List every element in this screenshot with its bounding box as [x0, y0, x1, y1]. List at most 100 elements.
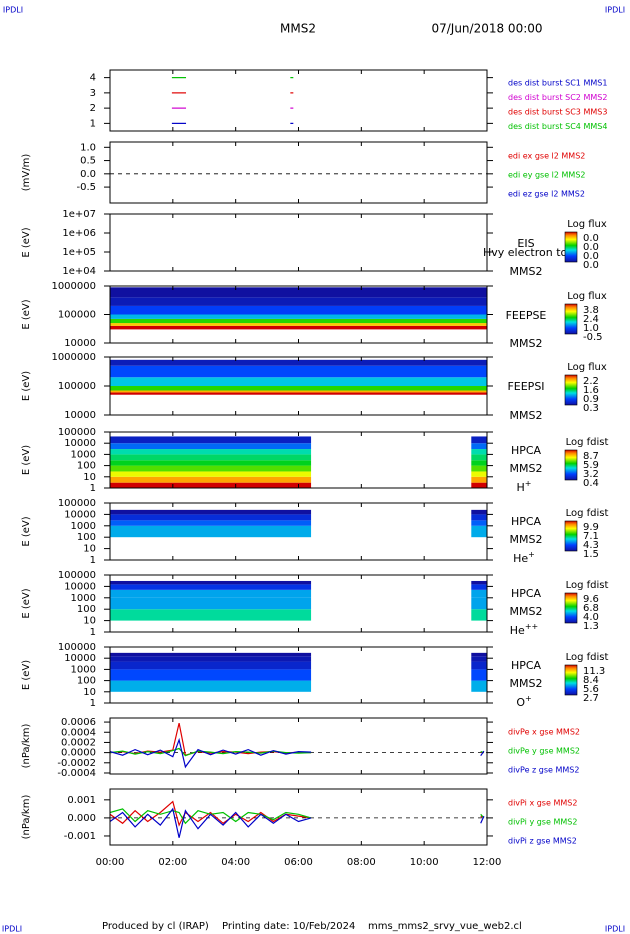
y-axis-label: E (eV) — [21, 588, 32, 618]
colorbar — [564, 231, 578, 263]
y-tick-label: 1 — [90, 555, 96, 566]
legend-label: divPi x gse MMS2 — [508, 799, 577, 808]
y-tick-label: 3 — [90, 88, 96, 99]
spectrogram-cell — [110, 580, 312, 585]
spectrogram-cell — [110, 652, 312, 657]
instrument-label: HPCA — [511, 515, 542, 528]
spectrogram-cell — [110, 318, 487, 324]
y-tick-label: 10 — [83, 544, 96, 555]
colorbar-tick-label: 11.3 — [583, 666, 605, 677]
plot-area — [110, 652, 487, 692]
y-tick-label: 1e+04 — [62, 266, 96, 277]
spectrogram-cell — [471, 584, 487, 590]
species-name: H — [517, 481, 525, 494]
x-tick-label: 12:00 — [473, 857, 502, 868]
spectrogram-cell — [110, 669, 312, 681]
y-tick-label: 10 — [83, 616, 96, 627]
y-axis-label: (nPa/km) — [21, 724, 32, 769]
spectrogram-cell — [110, 454, 312, 461]
spectrogram-cell — [471, 454, 487, 461]
spacecraft-label: MMS2 — [510, 533, 543, 546]
spectrogram-cell — [471, 520, 487, 526]
footer-date: Printing date: 10/Feb/2024 — [222, 921, 355, 932]
spectrogram-cell — [110, 386, 487, 391]
y-tick-label: 1000000 — [51, 281, 96, 292]
species-charge: + — [525, 479, 532, 488]
note-label: Hvy electron to — [483, 246, 568, 259]
spectrogram-cell — [471, 449, 487, 455]
y-tick-label: 1e+05 — [62, 247, 96, 258]
species-charge: + — [525, 694, 532, 703]
y-tick-label: 10 — [83, 472, 96, 483]
y-tick-label: 2 — [90, 103, 96, 114]
y-tick-label: 1e+07 — [62, 209, 96, 220]
spacecraft-label: MMS2 — [510, 265, 543, 278]
colorbar-tick-label: 3.8 — [583, 305, 599, 316]
colorbar-tick-label: 2.7 — [583, 693, 599, 704]
colorbar-tick-label: 8.4 — [583, 675, 599, 686]
panel: des dist burst SC1 MMS1 des dist burst SC… — [90, 69, 607, 132]
corner-logo: IPDLI — [3, 6, 23, 15]
corner-logo: IPDLI — [2, 925, 22, 934]
colorbar-tick-label: 7.1 — [583, 531, 599, 542]
colorbar — [564, 449, 578, 481]
colorbar — [564, 592, 578, 624]
colorbar-tick-label: 8.7 — [583, 451, 599, 462]
spectrogram-cell — [471, 436, 487, 444]
spectrogram-cell — [110, 460, 312, 466]
panel: divPe x gse MMS2 divPe y gse MMS2 divPe z … — [21, 717, 580, 779]
instrument-label: HPCA — [511, 659, 542, 672]
colorbar-tick-label: 3.2 — [583, 469, 599, 480]
y-tick-label: -0.0002 — [57, 758, 96, 769]
spectrogram-cell — [110, 297, 487, 306]
chart-title: MMS2 — [280, 22, 316, 36]
spectrogram-cell — [471, 465, 487, 472]
y-tick-label: 0.0000 — [61, 748, 96, 759]
spectrogram-cell — [110, 661, 312, 670]
spectrogram-cell — [471, 597, 487, 610]
colorbar-tick-label: 1.5 — [583, 549, 599, 560]
spectrogram-cell — [110, 359, 487, 366]
colorbar-label: Log flux — [567, 362, 607, 373]
spectrogram-cell — [110, 514, 312, 521]
data-line — [110, 807, 485, 838]
species-label: He+ — [513, 550, 535, 566]
y-tick-label: 1000 — [71, 449, 96, 460]
spectrogram-cell — [110, 609, 312, 621]
spectrogram-cell — [471, 443, 487, 450]
y-tick-label: 1 — [90, 698, 96, 709]
legend-label: divPe x gse MMS2 — [508, 728, 580, 737]
colorbar-tick-label: 2.2 — [583, 376, 599, 387]
legend-label: edi ey gse l2 MMS2 — [508, 171, 586, 180]
y-tick-label: 10000 — [64, 581, 96, 592]
corner-logo: IPDLI — [605, 925, 625, 934]
legend-label: divPi z gse MMS2 — [508, 837, 577, 846]
colorbar-label: Log fdist — [566, 508, 609, 519]
y-tick-label: 100 — [77, 676, 96, 687]
panel: edi ex gse l2 MMS2 edi ey gse l2 MMS2 edi … — [21, 141, 586, 204]
y-axis-label: E (eV) — [21, 227, 32, 257]
legend-label: des dist burst SC2 MMS2 — [508, 93, 607, 102]
colorbar-tick-label: 2.4 — [583, 314, 599, 325]
spectrogram-cell — [471, 656, 487, 662]
y-axis-label: E (eV) — [21, 371, 32, 401]
spectrogram-cell — [471, 580, 487, 585]
legend-label: edi ez gse l2 MMS2 — [508, 190, 585, 199]
colorbar — [564, 520, 578, 552]
species-charge: ++ — [525, 622, 538, 631]
spacecraft-label: MMS2 — [510, 462, 543, 475]
y-tick-label: 0.0002 — [61, 737, 96, 748]
y-axis-label: (mV/m) — [21, 154, 32, 192]
plot-area — [110, 722, 487, 769]
y-tick-label: 10000 — [64, 438, 96, 449]
y-axis-label: E (eV) — [21, 445, 32, 475]
spectrogram-cell — [110, 471, 312, 477]
y-tick-label: 0.0004 — [61, 727, 96, 738]
spectrogram-cell — [471, 680, 487, 692]
y-tick-label: 10000 — [64, 653, 96, 664]
y-tick-label: 1000 — [71, 664, 96, 675]
spectrogram-cell — [110, 314, 487, 319]
x-tick-label: 06:00 — [284, 857, 313, 868]
